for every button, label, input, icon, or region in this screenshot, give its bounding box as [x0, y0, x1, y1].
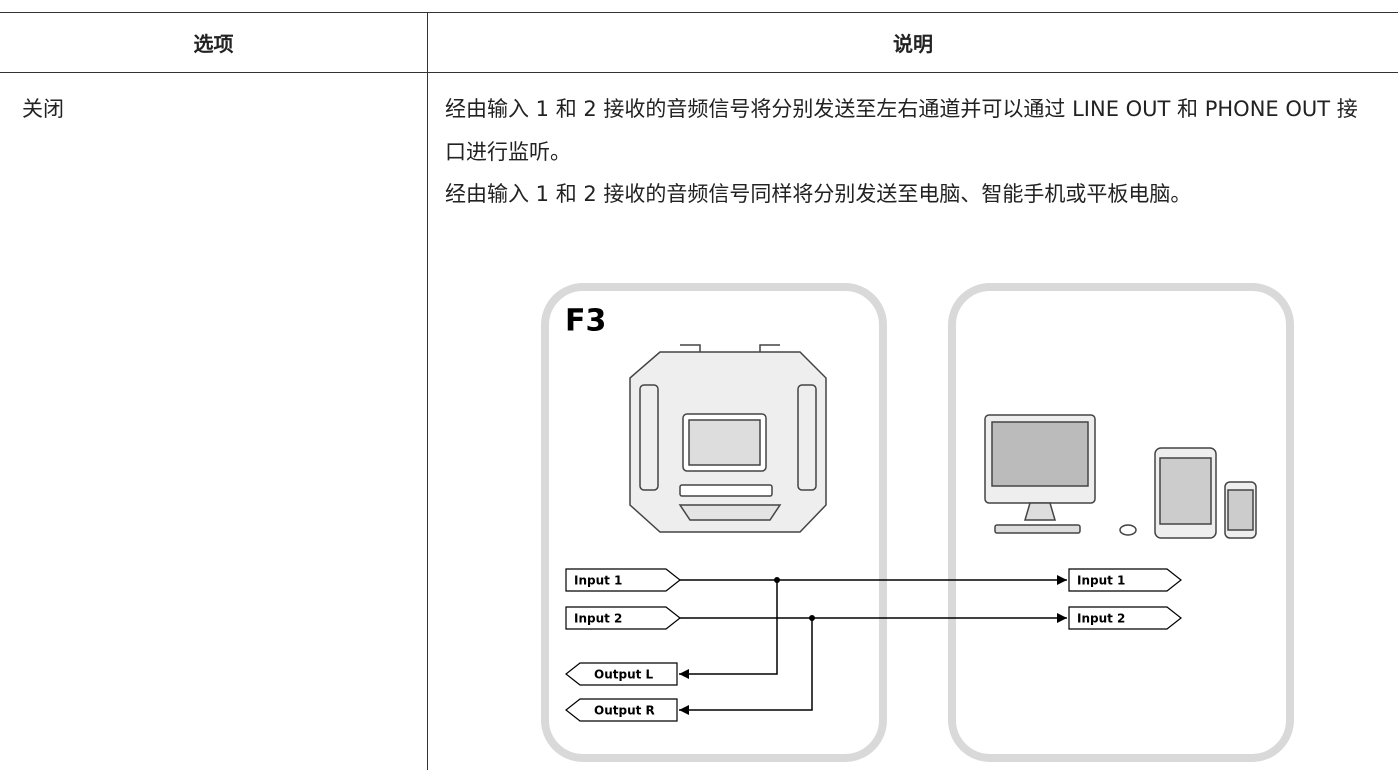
signal-tag — [1068, 568, 1182, 592]
signal-tag — [565, 568, 681, 592]
junction — [774, 577, 780, 583]
signal-tag — [565, 606, 681, 630]
device-label: F3 — [565, 304, 606, 339]
header-cell: 说明 — [893, 32, 933, 56]
signal-tag — [1068, 606, 1182, 630]
junction — [809, 615, 815, 621]
header-cell: 选项 — [193, 32, 234, 56]
paragraph: 经由输入 1 和 2 接收的音频信号将分别发送至左右通道并可以通过 LINE O… — [445, 97, 1358, 164]
computer-box — [948, 283, 1294, 762]
computer-illustration — [984, 414, 1257, 539]
column-divider — [427, 12, 428, 770]
signal-tag-label: Input 1 — [574, 574, 622, 588]
signal-tag-label: Input 2 — [1077, 612, 1125, 626]
signal-lines — [679, 575, 1067, 715]
device-box — [541, 283, 887, 762]
device-illustration — [629, 344, 827, 533]
signal-tag — [565, 662, 678, 686]
header-border — [0, 72, 1398, 73]
signal-tag — [565, 698, 678, 722]
signal-tag-label: Input 1 — [1077, 574, 1125, 588]
description-cell: 经由输入 1 和 2 接收的音频信号将分别发送至左右通道并可以通过 LINE O… — [445, 88, 1375, 216]
signal-tag-label: Output L — [594, 668, 654, 682]
option-cell: 关闭 — [22, 97, 64, 121]
signal-tag-label: Output R — [594, 704, 655, 718]
paragraph: 经由输入 1 和 2 接收的音频信号同样将分别发送至电脑、智能手机或平板电脑。 — [445, 182, 1192, 206]
signal-tag-label: Input 2 — [574, 612, 622, 626]
table-top-border — [0, 12, 1398, 13]
